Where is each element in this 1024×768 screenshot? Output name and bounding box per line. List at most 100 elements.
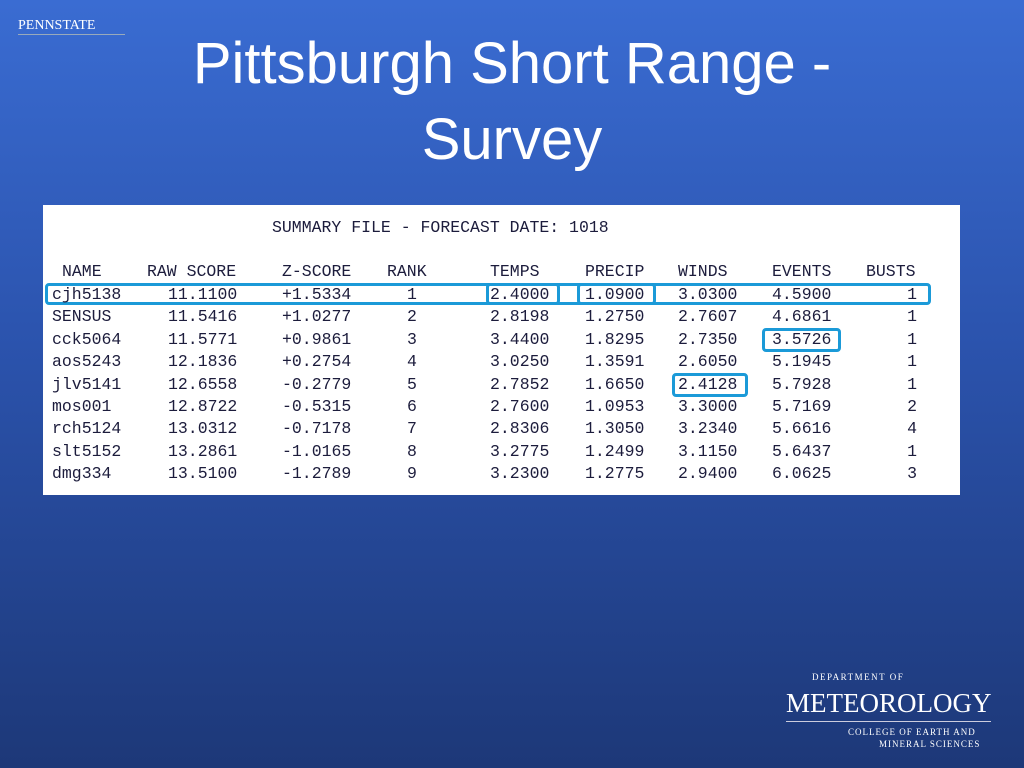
table-cell: 2 bbox=[907, 397, 917, 416]
table-cell: 5.7928 bbox=[772, 374, 832, 394]
table-cell: +0.9861 bbox=[282, 329, 352, 349]
table-cell: 12.8722 bbox=[168, 397, 238, 416]
table-cell: 5 bbox=[407, 374, 417, 394]
table-cell: 6 bbox=[407, 397, 417, 416]
table-cell: 5.6616 bbox=[772, 419, 832, 439]
table-cell: 1.2750 bbox=[585, 307, 645, 327]
footer-department: DEPARTMENT OF bbox=[812, 672, 905, 682]
table-cell: 3.4400 bbox=[490, 329, 550, 349]
table-cell: 3.0300 bbox=[678, 285, 738, 304]
table-cell: 11.1100 bbox=[168, 285, 238, 304]
column-header: BUSTS bbox=[866, 262, 916, 281]
table-caption: SUMMARY FILE - FORECAST DATE: 1018 bbox=[272, 218, 609, 237]
table-cell: cck5064 bbox=[52, 329, 122, 349]
table-cell: dmg334 bbox=[52, 464, 112, 484]
table-cell: 7 bbox=[407, 419, 417, 439]
table-cell: 2.7600 bbox=[490, 397, 550, 416]
table-cell: 5.1945 bbox=[772, 352, 832, 372]
footer-college: COLLEGE OF EARTH AND bbox=[848, 727, 976, 737]
table-cell: 2.4128 bbox=[678, 374, 738, 394]
table-cell: 3.3000 bbox=[678, 397, 738, 416]
table-cell: -0.2779 bbox=[282, 374, 352, 394]
table-cell: 3.2775 bbox=[490, 441, 550, 461]
column-header: WINDS bbox=[678, 262, 728, 281]
table-cell: aos5243 bbox=[52, 352, 122, 372]
table-cell: -0.7178 bbox=[282, 419, 352, 439]
table-cell: jlv5141 bbox=[52, 374, 122, 394]
table-cell: 9 bbox=[407, 464, 417, 484]
slide-title: Pittsburgh Short Range - Survey bbox=[192, 31, 832, 172]
table-cell: +0.2754 bbox=[282, 352, 352, 372]
footer-college: MINERAL SCIENCES bbox=[879, 739, 981, 749]
highlight-cell bbox=[672, 373, 748, 397]
table-cell: 1 bbox=[907, 329, 917, 349]
table-cell: 1.3591 bbox=[585, 352, 645, 372]
column-header: TEMPS bbox=[490, 262, 540, 281]
table-cell: 2.6050 bbox=[678, 352, 738, 372]
table-cell: +1.5334 bbox=[282, 285, 352, 304]
table-panel: SUMMARY FILE - FORECAST DATE: 1018 NAME R… bbox=[43, 205, 960, 495]
table-cell: 3.5726 bbox=[772, 329, 832, 349]
table-cell: 2.7607 bbox=[678, 307, 738, 327]
table-cell: 2.7852 bbox=[490, 374, 550, 394]
table-cell: 1.6650 bbox=[585, 374, 645, 394]
table-cell: -0.5315 bbox=[282, 397, 352, 416]
table-cell: SENSUS bbox=[52, 307, 112, 327]
table-cell: 3.2340 bbox=[678, 419, 738, 439]
table-cell: 1.2499 bbox=[585, 441, 645, 461]
table-cell: 5.7169 bbox=[772, 397, 832, 416]
column-header: PRECIP bbox=[585, 262, 645, 281]
highlight-cell bbox=[577, 283, 656, 305]
table-cell: 2 bbox=[407, 307, 417, 327]
table-cell: 3 bbox=[907, 464, 917, 484]
table-cell: mos001 bbox=[52, 397, 112, 416]
column-header: RAW SCORE bbox=[147, 262, 237, 281]
column-header: NAME bbox=[62, 262, 102, 281]
table-cell: 1 bbox=[907, 285, 917, 304]
table-cell: 2.8306 bbox=[490, 419, 550, 439]
table-cell: 4.5900 bbox=[772, 285, 832, 304]
table-cell: 2.8198 bbox=[490, 307, 550, 327]
table-cell: 1.8295 bbox=[585, 329, 645, 349]
table-cell: 3.1150 bbox=[678, 441, 738, 461]
table-cell: 12.6558 bbox=[168, 374, 238, 394]
column-header: EVENTS bbox=[772, 262, 832, 281]
table-cell: 12.1836 bbox=[168, 352, 238, 372]
table-cell: -1.2789 bbox=[282, 464, 352, 484]
table-cell: rch5124 bbox=[52, 419, 122, 439]
table-cell: +1.0277 bbox=[282, 307, 352, 327]
table-cell: slt5152 bbox=[52, 441, 122, 461]
footer-name: METEOROLOGY bbox=[786, 688, 992, 722]
table-cell: -1.0165 bbox=[282, 441, 352, 461]
table-cell: 11.5416 bbox=[168, 307, 238, 327]
table-cell: 1.0900 bbox=[585, 285, 645, 304]
table-cell: 13.2861 bbox=[168, 441, 238, 461]
table-cell: 1.0953 bbox=[585, 397, 645, 416]
table-cell: 4.6861 bbox=[772, 307, 832, 327]
table-cell: 2.4000 bbox=[490, 285, 550, 304]
table-cell: 1 bbox=[907, 307, 917, 327]
table-cell: 1.2775 bbox=[585, 464, 645, 484]
table-cell: 4 bbox=[907, 419, 917, 439]
table-cell: 8 bbox=[407, 441, 417, 461]
table-cell: 1 bbox=[907, 352, 917, 372]
table-cell: 1 bbox=[907, 374, 917, 394]
table-cell: 11.5771 bbox=[168, 329, 238, 349]
table-cell: 5.6437 bbox=[772, 441, 832, 461]
table-cell: 4 bbox=[407, 352, 417, 372]
table-cell: 1 bbox=[407, 285, 417, 304]
table-cell: 3.0250 bbox=[490, 352, 550, 372]
table-cell: cjh5138 bbox=[52, 285, 122, 304]
highlight-cell bbox=[486, 283, 560, 305]
table-cell: 1 bbox=[907, 441, 917, 461]
table-cell: 2.7350 bbox=[678, 329, 738, 349]
table-cell: 6.0625 bbox=[772, 464, 832, 484]
table-cell: 2.9400 bbox=[678, 464, 738, 484]
column-header: Z-SCORE bbox=[282, 262, 352, 281]
table-cell: 13.5100 bbox=[168, 464, 238, 484]
highlight-cell bbox=[762, 328, 841, 352]
table-cell: 1.3050 bbox=[585, 419, 645, 439]
logo: PENNSTATE bbox=[18, 18, 126, 35]
table-cell: 3.2300 bbox=[490, 464, 550, 484]
